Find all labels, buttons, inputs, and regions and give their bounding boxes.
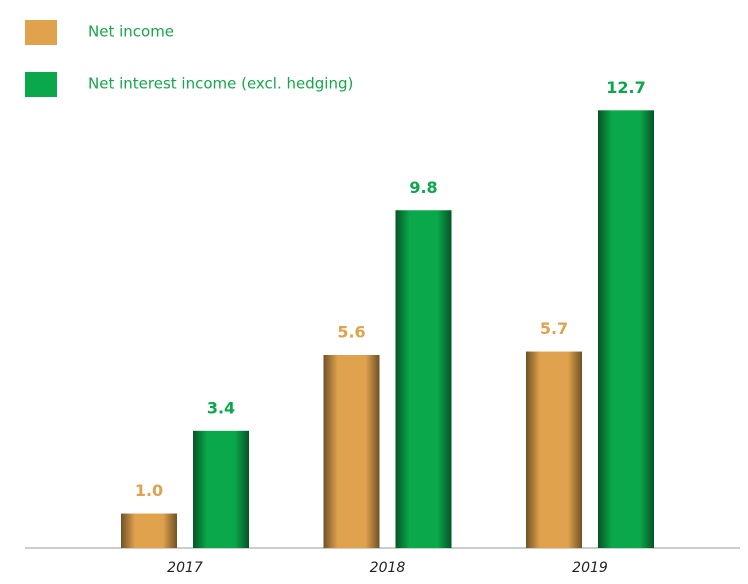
value-label: 5.7 (540, 319, 568, 338)
bar (121, 513, 177, 548)
x-tick-label: 2018 (370, 560, 406, 576)
legend-swatch (25, 20, 57, 45)
bar (395, 210, 452, 548)
bar (598, 110, 654, 548)
legend-label: Net interest income (excl. hedging) (88, 75, 353, 93)
x-tick-label: 2017 (167, 560, 203, 576)
bar (193, 430, 249, 548)
x-tick-label: 2019 (572, 560, 608, 576)
value-label: 3.4 (207, 398, 235, 417)
value-label: 12.7 (606, 78, 645, 97)
value-label: 9.8 (409, 178, 437, 197)
legend-swatch (25, 72, 57, 97)
legend-label: Net income (88, 23, 174, 41)
value-label: 1.0 (135, 481, 163, 500)
value-label: 5.6 (337, 323, 365, 342)
bar (526, 351, 582, 548)
bar (323, 355, 380, 548)
